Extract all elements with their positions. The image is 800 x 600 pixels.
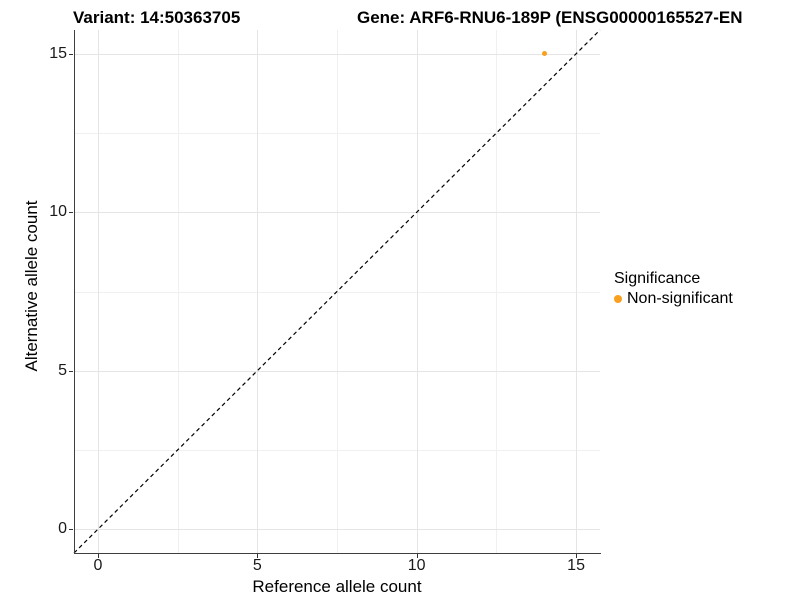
legend-key-dot-icon <box>614 295 622 303</box>
legend-title: Significance <box>614 270 701 287</box>
y-tick-mark <box>69 53 73 55</box>
x-tick-mark <box>97 554 99 558</box>
y-tick-label: 5 <box>58 361 67 379</box>
identity-line-layer <box>73 29 601 554</box>
y-tick-label: 10 <box>49 203 67 221</box>
identity-dashed-line <box>73 29 601 554</box>
x-tick-label: 0 <box>93 557 103 574</box>
x-tick-label: 5 <box>252 557 262 574</box>
x-tick-mark <box>257 554 259 558</box>
x-major-gridline <box>576 30 578 553</box>
x-tick-label: 10 <box>407 557 426 574</box>
x-tick-mark <box>416 554 418 558</box>
x-axis-line <box>74 553 601 554</box>
legend: Significance Non-significant <box>614 269 733 309</box>
data-point <box>541 51 547 57</box>
gene-title: Gene: ARF6-RNU6-189P (ENSG00000165527-EN <box>357 8 743 27</box>
plot-panel <box>73 29 601 554</box>
x-major-gridline <box>416 30 418 553</box>
x-major-gridline <box>257 30 259 553</box>
y-major-gridline <box>74 212 600 214</box>
legend-item-label: Non-significant <box>627 290 733 307</box>
y-minor-gridline <box>74 133 600 134</box>
variant-title: Variant: 14:50363705 <box>73 8 241 27</box>
y-tick-mark <box>69 529 73 531</box>
y-major-gridline <box>74 529 600 531</box>
x-axis-title: Reference allele count <box>252 577 422 596</box>
y-tick-label: 15 <box>49 44 67 62</box>
y-minor-gridline <box>74 449 600 451</box>
y-major-gridline <box>74 53 600 55</box>
y-major-gridline <box>74 370 600 372</box>
legend-item: Non-significant <box>614 289 733 309</box>
x-major-gridline <box>97 30 99 553</box>
x-tick-mark <box>576 554 578 558</box>
y-tick-mark <box>69 212 73 214</box>
y-tick-mark <box>69 370 73 372</box>
legend-items: Non-significant <box>614 289 733 309</box>
y-tick-label: 0 <box>58 520 67 538</box>
x-tick-label: 15 <box>567 557 585 574</box>
y-axis-title: Alternative allele count <box>22 200 41 372</box>
y-axis-line <box>74 30 75 554</box>
